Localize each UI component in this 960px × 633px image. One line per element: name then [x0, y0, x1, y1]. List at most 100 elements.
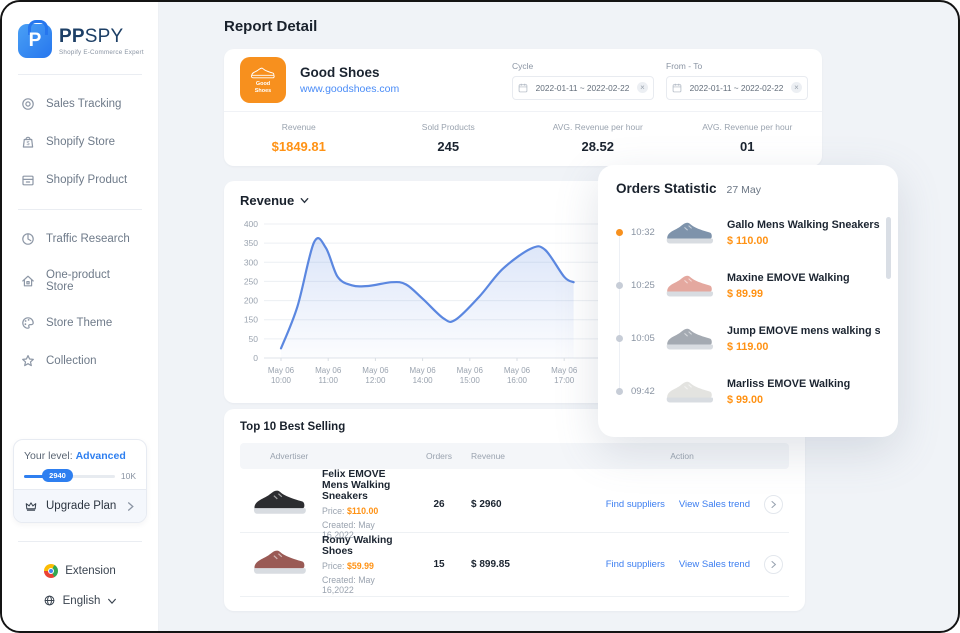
orders-count: 26	[433, 499, 445, 510]
revenue-value: $ 899.85	[471, 559, 510, 570]
brand-logo[interactable]: P PPSPY Shopify E-Commerce Expert	[2, 2, 158, 74]
clear-icon[interactable]: ×	[637, 82, 648, 93]
chevron-right-icon	[771, 560, 777, 569]
timeline-dot	[616, 229, 623, 236]
revenue-value: $ 2960	[471, 499, 502, 510]
page-title: Report Detail	[224, 18, 318, 35]
product-price: $59.99	[346, 560, 374, 571]
star-icon	[22, 355, 34, 367]
level-text: Your level: Advanced	[24, 450, 126, 462]
sidebar-item-label: Shopify Product	[46, 174, 128, 186]
product-created-line: Created: May 16,2022	[322, 574, 375, 595]
sidebar-item-traffic-research[interactable]: Traffic Research	[2, 220, 158, 258]
brand-tagline: Shopify E-Commerce Expert	[59, 48, 144, 56]
sidebar-item-shopify-store[interactable]: $ Shopify Store	[2, 123, 158, 161]
product-image	[665, 376, 717, 408]
product-image	[665, 217, 717, 249]
chevron-down-icon	[300, 197, 309, 204]
target-icon	[22, 98, 34, 110]
scrollbar-thumb[interactable]	[886, 217, 891, 279]
sidebar: P PPSPY Shopify E-Commerce Expert Sales …	[2, 2, 159, 631]
order-product-name: Marliss EMOVE Walking	[727, 377, 851, 390]
language-selector[interactable]: English	[2, 586, 158, 615]
sidebar-item-sales-tracking[interactable]: Sales Tracking	[2, 85, 158, 123]
divider	[18, 74, 142, 75]
store-logo: Good Shoes	[240, 57, 286, 103]
sidebar-item-shopify-product[interactable]: Shopify Product	[2, 161, 158, 199]
sidebar-item-one-product-store[interactable]: One-product Store	[2, 258, 158, 304]
cycle-label: Cycle	[512, 60, 534, 71]
product-image	[252, 546, 308, 583]
sidebar-item-label: Shopify Store	[46, 136, 116, 148]
stat-value: $1849.81	[271, 139, 326, 154]
nav-secondary: Traffic Research One-product Store Store…	[2, 210, 158, 390]
timeline-line	[619, 232, 620, 392]
nav-primary: Sales Tracking $ Shopify Store Shopify P…	[2, 75, 158, 209]
calendar-icon	[518, 83, 528, 92]
order-item[interactable]: 10:25 Maxine EMOVE Walking $ 89.99	[616, 259, 880, 312]
order-item[interactable]: 10:32 Gallo Mens Walking Sneakers... $ 1…	[616, 206, 880, 259]
product-image	[665, 323, 717, 355]
order-time: 10:32	[631, 227, 655, 238]
clear-icon[interactable]: ×	[791, 82, 802, 93]
order-item[interactable]: 09:42 Marliss EMOVE Walking $ 99.00	[616, 365, 880, 418]
calendar-icon	[672, 83, 682, 92]
cycle-date-value: 2022-01-11 ~ 2022-02-22	[535, 82, 630, 93]
store-bag-icon: $	[22, 136, 34, 148]
orders-statistic-panel: Orders Statistic 27 May 10:32 Gallo Mens…	[598, 165, 898, 437]
extension-link[interactable]: Extension	[2, 556, 158, 586]
product-image	[252, 486, 308, 523]
order-item[interactable]: 10:05 Jump EMOVE mens walking s... $ 119…	[616, 312, 880, 365]
chevron-right-icon	[128, 501, 134, 511]
chart-metric-selector[interactable]: Revenue	[240, 193, 806, 208]
crown-icon	[25, 502, 37, 511]
svg-text:15:00: 15:00	[460, 376, 481, 385]
stat-avg-revenue-hour-2: AVG. Revenue per hour 01	[673, 122, 823, 154]
cycle-date-range-input[interactable]: 2022-01-11 ~ 2022-02-22 ×	[512, 75, 654, 100]
view-sales-trend-link[interactable]: View Sales trend	[678, 559, 750, 570]
svg-text:12:00: 12:00	[365, 376, 386, 385]
row-expand-button[interactable]	[764, 495, 783, 514]
stat-value: 245	[437, 139, 460, 154]
find-suppliers-link[interactable]: Find suppliers	[605, 499, 665, 510]
brand-name: PPSPY	[59, 25, 124, 47]
shoe-outline-icon	[251, 67, 275, 78]
sidebar-item-label: Sales Tracking	[46, 98, 122, 110]
progress-current-badge: 2940	[42, 468, 73, 482]
upgrade-plan-button[interactable]: Upgrade Plan	[14, 489, 146, 522]
stat-value: 28.52	[581, 139, 615, 154]
store-stats-row: Revenue $1849.81 Sold Products 245 AVG. …	[224, 111, 822, 166]
col-revenue: Revenue	[471, 451, 506, 461]
sidebar-item-collection[interactable]: Collection	[2, 342, 158, 380]
svg-text:400: 400	[244, 219, 258, 229]
table-row: Felix EMOVE Mens Walking Sneakers Price:…	[240, 469, 789, 540]
find-suppliers-link[interactable]: Find suppliers	[605, 559, 665, 570]
order-price: $ 89.99	[727, 287, 764, 300]
orders-timeline: 10:32 Gallo Mens Walking Sneakers... $ 1…	[616, 206, 880, 418]
level-progress-bar: 2940	[24, 468, 115, 482]
table-header: Advertiser Orders Revenue Action	[240, 443, 789, 469]
svg-text:May 06: May 06	[457, 366, 484, 375]
product-name: Romy Walking Shoes	[322, 534, 393, 557]
sidebar-item-label: Traffic Research	[46, 233, 130, 245]
chart-title: Revenue	[240, 193, 295, 208]
svg-text:$: $	[26, 141, 29, 147]
traffic-clock-icon	[22, 233, 34, 245]
fromto-date-range-input[interactable]: 2022-01-11 ~ 2022-02-22 ×	[666, 75, 808, 100]
view-sales-trend-link[interactable]: View Sales trend	[678, 499, 750, 510]
timeline-dot	[616, 335, 623, 342]
svg-text:350: 350	[244, 238, 258, 248]
sidebar-item-store-theme[interactable]: Store Theme	[2, 304, 158, 342]
svg-text:May 06: May 06	[362, 366, 389, 375]
row-expand-button[interactable]	[764, 555, 783, 574]
timeline-dot	[616, 282, 623, 289]
order-product-name: Maxine EMOVE Walking	[727, 271, 850, 284]
product-created-line: Created: May 16,2022	[322, 520, 375, 540]
order-product-name: Jump EMOVE mens walking s...	[727, 324, 880, 337]
order-price: $ 119.00	[727, 340, 769, 353]
svg-text:May 06: May 06	[551, 366, 578, 375]
store-summary-card: Good Shoes Good Shoes www.goodshoes.com …	[224, 49, 822, 166]
svg-text:250: 250	[244, 276, 258, 286]
store-url-link[interactable]: www.goodshoes.com	[300, 83, 400, 95]
level-value: Advanced	[75, 450, 126, 462]
